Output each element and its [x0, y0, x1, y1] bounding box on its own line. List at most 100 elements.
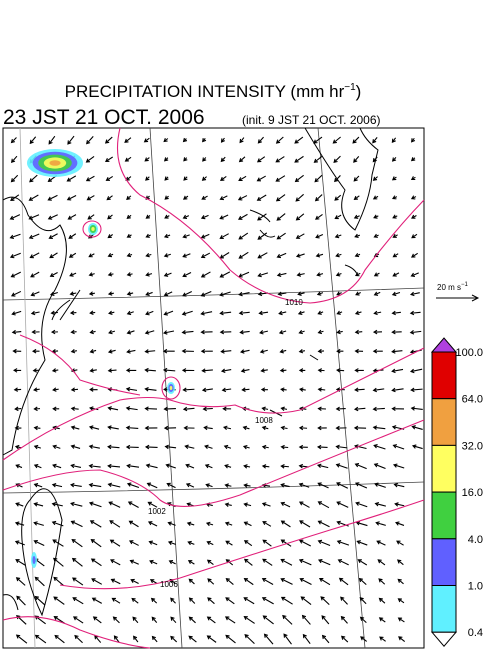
- wind-arrow: [126, 233, 132, 238]
- wind-arrow: [151, 635, 158, 643]
- wind-arrow: [144, 406, 158, 411]
- wind-arrow: [67, 135, 75, 145]
- wind-arrow: [170, 597, 176, 604]
- wind-arrow: [373, 463, 386, 470]
- wind-arrow: [372, 329, 382, 335]
- wind-arrow: [104, 136, 113, 144]
- wind-arrow: [241, 387, 250, 392]
- wind-arrow: [14, 521, 25, 526]
- wind-arrow: [49, 272, 58, 277]
- wind-arrow: [181, 368, 195, 373]
- wind-arrow: [220, 349, 232, 354]
- wind-arrow: [166, 482, 176, 489]
- wind-arrow: [220, 368, 232, 373]
- wind-arrow: [33, 387, 40, 392]
- wind-arrow: [222, 425, 232, 431]
- wind-arrow: [10, 290, 22, 297]
- isobar: [2, 419, 425, 507]
- wind-arrow: [68, 233, 77, 239]
- wind-arrow: [200, 311, 213, 316]
- wind-arrow: [49, 252, 58, 259]
- wind-arrow: [14, 540, 25, 546]
- wind-arrow: [145, 176, 150, 181]
- wind-arrow: [107, 272, 114, 277]
- wind-arrow: [353, 156, 360, 163]
- wind-arrow: [243, 577, 254, 586]
- wind-arrow: [10, 155, 18, 164]
- wind-arrow: [410, 252, 419, 258]
- wind-arrow: [410, 272, 419, 277]
- wind-arrow: [354, 348, 364, 354]
- wind-arrow: [219, 233, 229, 239]
- wind-arrow: [110, 578, 121, 585]
- contour-labels: 1010 1008 1002 1006: [148, 298, 303, 589]
- wind-arrow: [257, 232, 268, 240]
- colorbar-label: 4.0: [468, 534, 483, 546]
- wind-arrow: [201, 176, 207, 181]
- colorbar-label: 0.4: [468, 627, 483, 639]
- wind-arrow: [301, 614, 311, 625]
- wind-arrow: [33, 483, 43, 488]
- wind-arrow: [167, 521, 176, 526]
- wind-arrow: [89, 387, 98, 392]
- wind-arrow: [51, 520, 64, 527]
- wind-arrow: [33, 502, 44, 507]
- wind-arrow: [108, 310, 115, 316]
- wind-arrow: [107, 291, 114, 296]
- wind-arrow: [48, 233, 58, 239]
- wind-arrow: [133, 635, 139, 643]
- wind-arrow: [373, 310, 382, 316]
- wind-arrow: [258, 310, 269, 316]
- wind-arrow: [151, 616, 158, 623]
- wind-arrow: [280, 501, 291, 508]
- isobar: [59, 499, 425, 590]
- wind-arrow: [89, 406, 99, 411]
- wind-arrow: [34, 634, 47, 644]
- wind-arrow: [372, 176, 378, 181]
- wind-arrow: [110, 559, 121, 566]
- wind-arrow: [145, 252, 152, 258]
- wind-arrow: [109, 520, 121, 528]
- wind-arrow: [188, 578, 195, 585]
- wind-arrow: [334, 233, 342, 239]
- wind-arrow: [392, 214, 398, 219]
- wind-arrow: [71, 557, 83, 567]
- wind-arrow: [109, 539, 121, 547]
- wind-arrow: [354, 233, 361, 239]
- wind-arrow: [297, 291, 305, 296]
- wind-arrow: [372, 387, 385, 393]
- wind-arrow: [409, 291, 420, 297]
- wind-arrow: [294, 174, 304, 183]
- wind-arrow: [70, 348, 77, 354]
- wind-arrow: [31, 329, 40, 335]
- wind-arrow: [333, 155, 341, 164]
- wind-arrow: [69, 272, 77, 277]
- wind-arrow: [392, 272, 400, 277]
- wind-arrow: [145, 233, 151, 238]
- wind-arrow: [145, 291, 153, 296]
- isobar: [161, 376, 181, 400]
- wind-arrow: [397, 617, 405, 623]
- wind-arrow: [225, 577, 234, 585]
- wind-arrow: [132, 616, 139, 624]
- wind-arrow: [317, 329, 324, 335]
- wind-arrow: [256, 194, 267, 201]
- wind-arrow: [391, 310, 401, 316]
- wind-arrow: [70, 406, 79, 411]
- wind-arrow: [182, 234, 190, 239]
- wind-arrow: [317, 482, 329, 489]
- colorbar-over: [430, 337, 458, 353]
- wind-arrow: [237, 195, 248, 201]
- wind-arrow: [163, 233, 171, 239]
- wind-arrow: [298, 539, 312, 547]
- wind-arrow: [33, 539, 45, 547]
- wind-scale: 20 m s−1: [436, 282, 480, 302]
- wind-arrow: [72, 597, 84, 605]
- wind-arrow: [337, 559, 349, 566]
- wind-arrow: [316, 272, 324, 277]
- wind-arrow: [354, 387, 365, 393]
- wind-arrow: [163, 310, 174, 316]
- wind-arrow: [163, 425, 177, 431]
- wind-arrow: [72, 577, 84, 586]
